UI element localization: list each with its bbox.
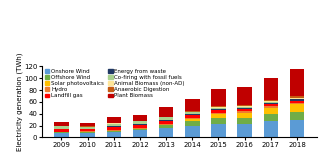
Bar: [211, 124, 226, 137]
Bar: [159, 124, 173, 125]
Bar: [264, 100, 278, 101]
Bar: [290, 96, 304, 98]
Bar: [133, 124, 147, 125]
Bar: [80, 131, 95, 132]
Bar: [107, 124, 121, 126]
Bar: [133, 125, 147, 128]
Bar: [107, 131, 121, 132]
Bar: [211, 114, 226, 118]
Bar: [185, 111, 199, 112]
Bar: [211, 110, 226, 112]
Bar: [133, 130, 147, 137]
Bar: [237, 109, 252, 111]
Bar: [290, 112, 304, 120]
Bar: [237, 108, 252, 109]
Bar: [290, 69, 304, 96]
Bar: [80, 127, 95, 128]
Bar: [159, 120, 173, 121]
Bar: [290, 101, 304, 103]
Bar: [54, 132, 68, 133]
Bar: [159, 121, 173, 124]
Bar: [237, 111, 252, 112]
Bar: [264, 104, 278, 106]
Bar: [264, 114, 278, 121]
Bar: [185, 115, 199, 118]
Bar: [54, 129, 68, 131]
Bar: [185, 121, 199, 126]
Bar: [80, 132, 95, 133]
Bar: [107, 117, 121, 123]
Bar: [185, 112, 199, 114]
Bar: [237, 112, 252, 118]
Bar: [237, 107, 252, 108]
Bar: [159, 125, 173, 128]
Bar: [211, 112, 226, 114]
Bar: [80, 126, 95, 127]
Bar: [237, 125, 252, 137]
Bar: [159, 117, 173, 120]
Bar: [133, 128, 147, 129]
Bar: [107, 132, 121, 137]
Bar: [290, 99, 304, 101]
Bar: [185, 99, 199, 111]
Bar: [107, 130, 121, 131]
Bar: [264, 78, 278, 100]
Bar: [185, 114, 199, 115]
Bar: [54, 126, 68, 129]
Bar: [185, 126, 199, 137]
Bar: [211, 118, 226, 124]
Bar: [107, 126, 121, 127]
Y-axis label: Electricity generation (TWh): Electricity generation (TWh): [16, 53, 22, 151]
Bar: [211, 106, 226, 107]
Bar: [107, 127, 121, 130]
Bar: [54, 122, 68, 126]
Bar: [159, 107, 173, 117]
Bar: [264, 103, 278, 104]
Bar: [264, 102, 278, 103]
Bar: [264, 101, 278, 102]
Bar: [133, 121, 147, 124]
Bar: [211, 89, 226, 106]
Bar: [211, 109, 226, 110]
Bar: [159, 128, 173, 137]
Bar: [185, 118, 199, 119]
Bar: [290, 98, 304, 99]
Bar: [133, 115, 147, 121]
Bar: [264, 108, 278, 114]
Bar: [237, 106, 252, 107]
Bar: [290, 104, 304, 112]
Bar: [237, 105, 252, 106]
Bar: [80, 128, 95, 129]
Bar: [185, 119, 199, 121]
Bar: [290, 103, 304, 104]
Bar: [80, 129, 95, 131]
Bar: [211, 108, 226, 109]
Bar: [237, 87, 252, 105]
Bar: [80, 123, 95, 126]
Bar: [80, 133, 95, 137]
Bar: [211, 107, 226, 108]
Bar: [264, 121, 278, 137]
Bar: [54, 131, 68, 132]
Bar: [54, 133, 68, 137]
Legend: Onshore Wind, Offshore Wind, Solar photovoltaics, Hydro, Landfill gas, Energy fr: Onshore Wind, Offshore Wind, Solar photo…: [44, 68, 186, 99]
Bar: [290, 120, 304, 137]
Bar: [264, 106, 278, 108]
Bar: [107, 123, 121, 124]
Bar: [133, 129, 147, 130]
Bar: [237, 118, 252, 125]
